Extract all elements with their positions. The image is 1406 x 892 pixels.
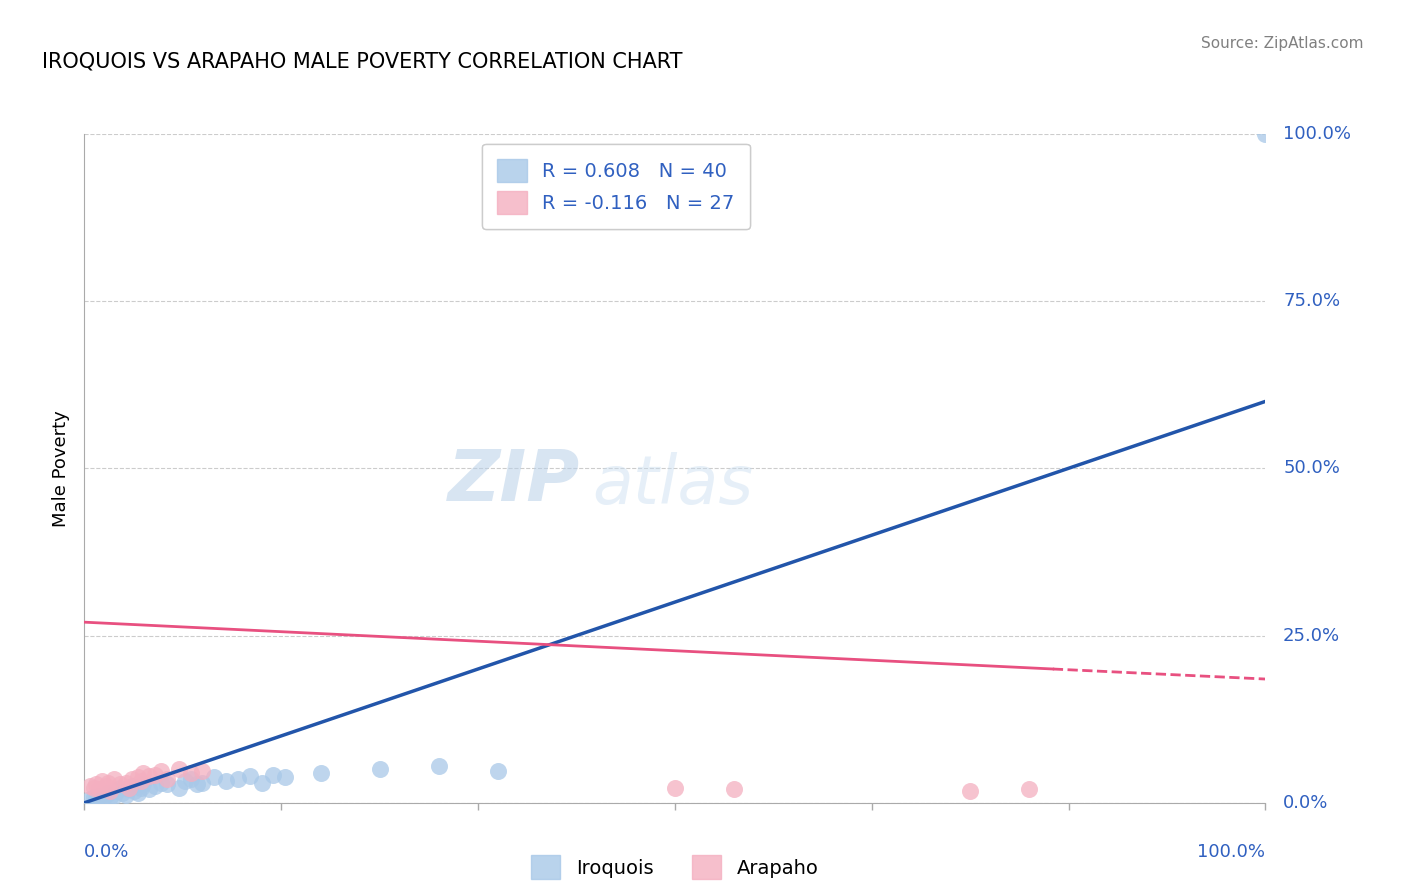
- Text: Source: ZipAtlas.com: Source: ZipAtlas.com: [1201, 36, 1364, 51]
- Point: [309, 765, 332, 780]
- Text: atlas: atlas: [592, 452, 754, 518]
- Point: [180, 765, 202, 780]
- Point: [94, 779, 117, 793]
- Point: [156, 772, 179, 787]
- Point: [94, 788, 117, 802]
- Text: ZIP: ZIP: [449, 447, 581, 516]
- Point: [723, 782, 745, 797]
- Legend: R = 0.608   N = 40, R = -0.116   N = 27: R = 0.608 N = 40, R = -0.116 N = 27: [482, 144, 749, 229]
- Point: [215, 774, 238, 789]
- Point: [129, 781, 152, 796]
- Text: 0.0%: 0.0%: [1284, 794, 1329, 812]
- Point: [150, 775, 173, 790]
- Point: [103, 789, 125, 803]
- Point: [368, 762, 391, 776]
- Point: [250, 775, 273, 790]
- Point: [427, 759, 450, 773]
- Point: [959, 784, 981, 797]
- Point: [202, 770, 225, 785]
- Point: [173, 774, 195, 789]
- Point: [143, 767, 166, 781]
- Point: [103, 772, 125, 787]
- Point: [226, 772, 249, 787]
- Point: [486, 764, 509, 778]
- Point: [132, 765, 155, 780]
- Point: [239, 769, 262, 783]
- Point: [111, 786, 134, 800]
- Text: 50.0%: 50.0%: [1284, 459, 1340, 477]
- Point: [262, 767, 284, 781]
- Point: [97, 775, 120, 790]
- Point: [150, 764, 173, 778]
- Point: [108, 777, 131, 791]
- Point: [167, 762, 190, 776]
- Point: [118, 781, 141, 796]
- Point: [138, 782, 160, 797]
- Point: [107, 784, 129, 797]
- Point: [127, 786, 149, 800]
- Point: [97, 786, 120, 800]
- Point: [191, 775, 214, 790]
- Point: [129, 774, 152, 789]
- Point: [83, 790, 105, 805]
- Point: [114, 775, 136, 790]
- Point: [121, 779, 143, 793]
- Point: [143, 779, 166, 793]
- Point: [122, 784, 145, 797]
- Point: [84, 777, 107, 791]
- Point: [180, 772, 202, 787]
- Point: [1018, 782, 1040, 797]
- Point: [132, 777, 155, 791]
- Point: [83, 781, 105, 796]
- Point: [79, 792, 101, 806]
- Point: [114, 788, 136, 802]
- Point: [191, 764, 214, 778]
- Text: 100.0%: 100.0%: [1198, 843, 1265, 861]
- Text: IROQUOIS VS ARAPAHO MALE POVERTY CORRELATION CHART: IROQUOIS VS ARAPAHO MALE POVERTY CORRELA…: [42, 52, 683, 71]
- Point: [274, 770, 297, 785]
- Point: [1254, 127, 1277, 141]
- Point: [664, 781, 686, 796]
- Point: [91, 792, 114, 806]
- Point: [121, 772, 143, 787]
- Point: [79, 779, 101, 793]
- Point: [87, 782, 110, 797]
- Y-axis label: Male Poverty: Male Poverty: [52, 410, 70, 526]
- Text: 0.0%: 0.0%: [84, 843, 129, 861]
- Text: 75.0%: 75.0%: [1284, 292, 1340, 310]
- Point: [98, 784, 121, 797]
- Point: [167, 781, 190, 796]
- Point: [156, 777, 179, 791]
- Point: [87, 789, 110, 803]
- Point: [127, 770, 149, 785]
- Point: [118, 782, 141, 797]
- Point: [186, 777, 208, 791]
- Point: [84, 792, 107, 806]
- Point: [98, 790, 121, 805]
- Text: 25.0%: 25.0%: [1284, 626, 1340, 645]
- Point: [108, 781, 131, 796]
- Point: [91, 774, 114, 789]
- Text: 100.0%: 100.0%: [1284, 125, 1351, 143]
- Point: [138, 769, 160, 783]
